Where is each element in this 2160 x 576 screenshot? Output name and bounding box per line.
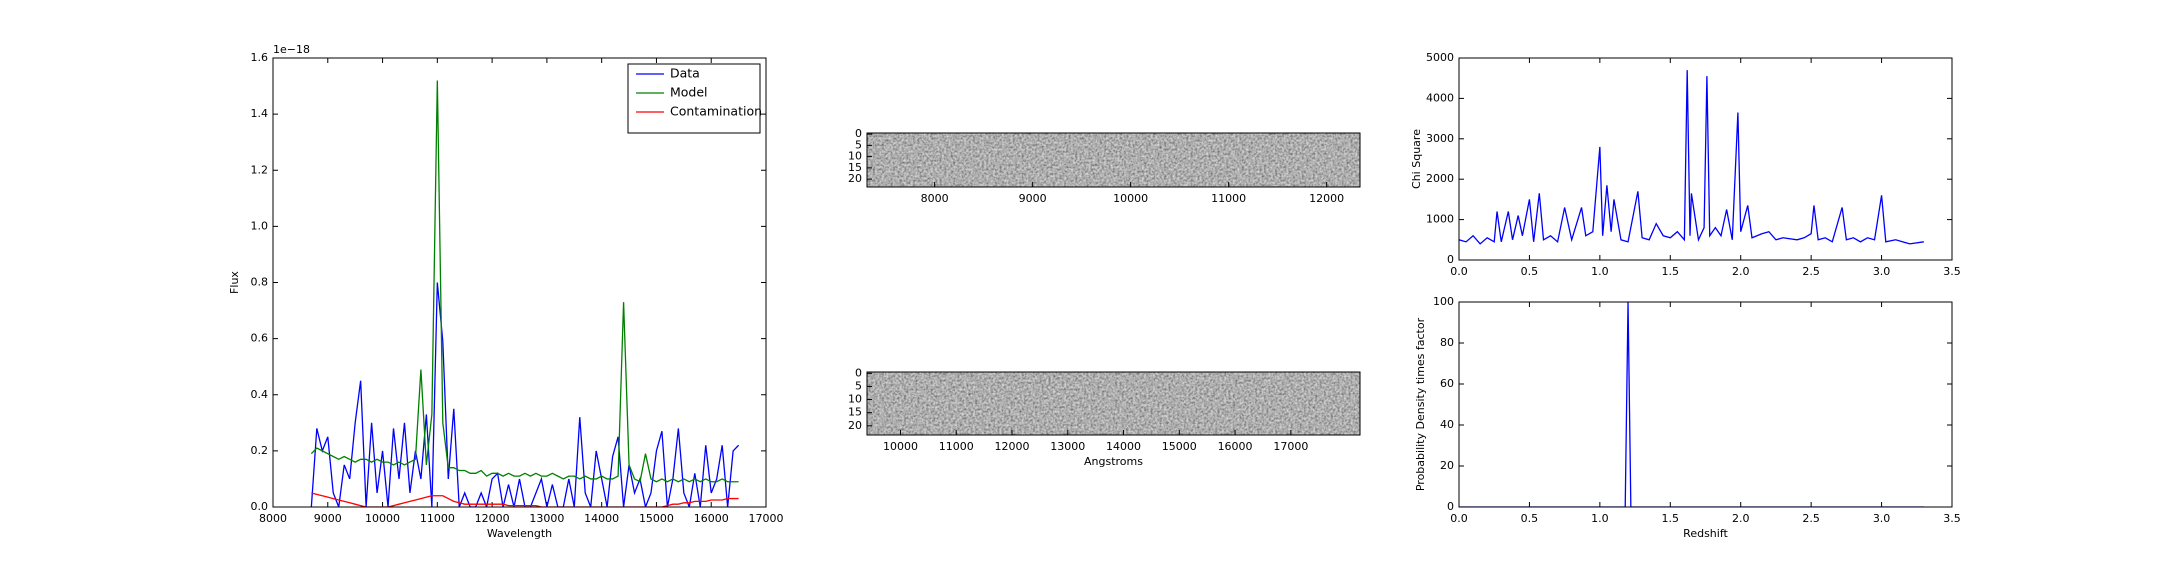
y-tick-label: 2000 bbox=[1426, 172, 1454, 185]
y-tick-label: 0 bbox=[1447, 500, 1454, 513]
x-tick-label: 15000 bbox=[1162, 440, 1197, 453]
axes-frame bbox=[272, 57, 767, 508]
x-tick-label: 2.0 bbox=[1732, 265, 1750, 278]
spectrum-image bbox=[867, 372, 1360, 435]
y-tick-label: 100 bbox=[1433, 295, 1454, 308]
y-tick-label: 1.6 bbox=[251, 51, 269, 64]
y-tick-label: 15 bbox=[848, 161, 862, 174]
x-tick-label: 11000 bbox=[420, 512, 455, 525]
x-tick-label: 3.5 bbox=[1943, 265, 1961, 278]
x-tick-label: 11000 bbox=[1211, 192, 1246, 205]
x-tick-label: 10000 bbox=[883, 440, 918, 453]
x-tick-label: 0.5 bbox=[1521, 265, 1539, 278]
y-axis-label: Probability Density times factor bbox=[1414, 317, 1427, 491]
y-tick-label: 0.2 bbox=[251, 444, 269, 457]
x-tick-label: 8000 bbox=[259, 512, 287, 525]
x-tick-label: 16000 bbox=[694, 512, 729, 525]
y-tick-label: 0 bbox=[855, 366, 862, 379]
x-tick-label: 3.0 bbox=[1873, 512, 1891, 525]
x-axis-label: Redshift bbox=[1683, 527, 1728, 540]
y-tick-label: 60 bbox=[1440, 377, 1454, 390]
x-tick-label: 1.5 bbox=[1662, 265, 1680, 278]
data-line bbox=[310, 80, 739, 483]
x-tick-label: 1.0 bbox=[1591, 265, 1609, 278]
legend-label: Model bbox=[670, 85, 708, 100]
x-axis-label: Wavelength bbox=[487, 527, 552, 540]
x-tick-label: 17000 bbox=[1273, 440, 1308, 453]
data-line bbox=[310, 282, 740, 507]
x-tick-label: 2.5 bbox=[1802, 265, 1820, 278]
x-tick-label: 0.0 bbox=[1450, 512, 1468, 525]
y-tick-label: 80 bbox=[1440, 336, 1454, 349]
x-tick-label: 12000 bbox=[995, 440, 1030, 453]
x-tick-label: 0.0 bbox=[1450, 265, 1468, 278]
x-tick-label: 3.5 bbox=[1943, 512, 1961, 525]
x-tick-label: 14000 bbox=[1106, 440, 1141, 453]
legend-box bbox=[627, 63, 761, 134]
x-tick-label: 1.0 bbox=[1591, 512, 1609, 525]
y-tick-label: 10 bbox=[848, 393, 862, 406]
offset-text: 1e−18 bbox=[273, 43, 310, 56]
y-axis-label: Flux bbox=[228, 271, 241, 294]
x-axis-label: Angstroms bbox=[1084, 455, 1143, 468]
y-tick-label: 15 bbox=[848, 406, 862, 419]
x-tick-label: 12000 bbox=[1309, 192, 1344, 205]
spectrum-image bbox=[867, 133, 1360, 187]
x-tick-label: 1.5 bbox=[1662, 512, 1680, 525]
y-tick-label: 0.0 bbox=[251, 500, 269, 513]
y-tick-label: 0.8 bbox=[251, 276, 269, 289]
y-tick-label: 5000 bbox=[1426, 51, 1454, 64]
y-tick-label: 0 bbox=[1447, 253, 1454, 266]
legend-label: Contamination bbox=[670, 104, 762, 119]
data-line bbox=[311, 492, 739, 507]
y-tick-label: 1.4 bbox=[251, 107, 269, 120]
y-tick-label: 0 bbox=[855, 127, 862, 140]
y-tick-label: 20 bbox=[848, 172, 862, 185]
x-tick-label: 3.0 bbox=[1873, 265, 1891, 278]
x-tick-label: 17000 bbox=[749, 512, 784, 525]
axes-frame bbox=[1458, 57, 1953, 261]
axes-frame bbox=[866, 371, 1361, 436]
x-tick-label: 13000 bbox=[529, 512, 564, 525]
y-tick-label: 0.6 bbox=[251, 332, 269, 345]
y-tick-label: 20 bbox=[848, 419, 862, 432]
x-tick-label: 9000 bbox=[314, 512, 342, 525]
x-tick-label: 8000 bbox=[921, 192, 949, 205]
x-tick-label: 13000 bbox=[1050, 440, 1085, 453]
y-tick-label: 40 bbox=[1440, 418, 1454, 431]
x-tick-label: 0.5 bbox=[1521, 512, 1539, 525]
y-tick-label: 20 bbox=[1440, 459, 1454, 472]
x-tick-label: 11000 bbox=[939, 440, 974, 453]
axes-frame bbox=[1458, 301, 1953, 508]
y-tick-label: 5 bbox=[855, 379, 862, 392]
axes-frame bbox=[866, 132, 1361, 188]
y-tick-label: 3000 bbox=[1426, 132, 1454, 145]
y-tick-label: 4000 bbox=[1426, 91, 1454, 104]
y-tick-label: 10 bbox=[848, 150, 862, 163]
y-axis-label: Chi Square bbox=[1410, 129, 1423, 189]
legend-label: Data bbox=[670, 66, 700, 81]
x-tick-label: 12000 bbox=[475, 512, 510, 525]
x-tick-label: 10000 bbox=[365, 512, 400, 525]
y-tick-label: 0.4 bbox=[251, 388, 269, 401]
data-line bbox=[1459, 70, 1924, 245]
x-tick-label: 14000 bbox=[584, 512, 619, 525]
x-tick-label: 2.5 bbox=[1802, 512, 1820, 525]
y-tick-label: 5 bbox=[855, 138, 862, 151]
y-tick-label: 1.2 bbox=[251, 163, 269, 176]
y-tick-label: 1000 bbox=[1426, 213, 1454, 226]
x-tick-label: 10000 bbox=[1113, 192, 1148, 205]
x-tick-label: 15000 bbox=[639, 512, 674, 525]
x-tick-label: 16000 bbox=[1218, 440, 1253, 453]
x-tick-label: 9000 bbox=[1019, 192, 1047, 205]
x-tick-label: 2.0 bbox=[1732, 512, 1750, 525]
y-tick-label: 1.0 bbox=[251, 219, 269, 232]
